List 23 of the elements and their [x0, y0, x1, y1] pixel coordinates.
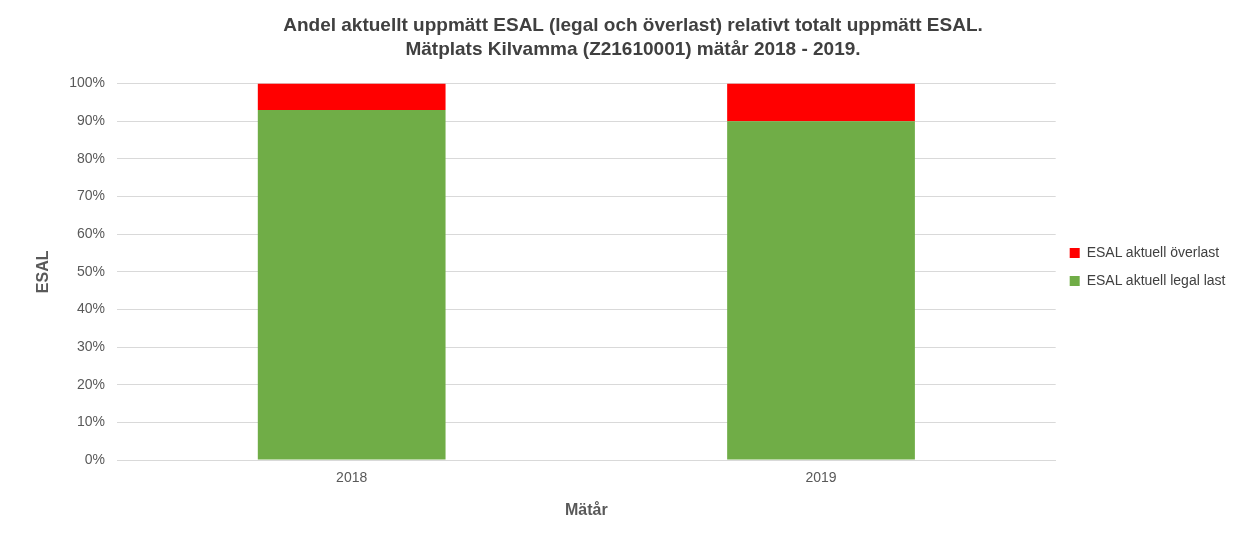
x-axis-title: Mätår: [565, 500, 608, 518]
legend-label: ESAL aktuell överlast: [1086, 243, 1220, 260]
y-tick-label: 90%: [76, 112, 106, 129]
y-tick-label: 10%: [76, 413, 106, 430]
y-tick-label: 100%: [69, 74, 106, 91]
chart-subtitle: Mätplats Kilvamma (Z21610001) mätår 2018 - 2019.: [405, 38, 861, 60]
bar: [727, 121, 915, 460]
y-tick-label: 20%: [76, 375, 106, 392]
y-tick-label: 60%: [76, 225, 106, 242]
y-tick-label: 80%: [76, 149, 106, 166]
y-tick-label: 0%: [84, 450, 106, 467]
bar: [257, 109, 446, 460]
y-tick-label: 50%: [76, 262, 106, 279]
y-tick-label: 30%: [76, 337, 106, 354]
bar: [727, 83, 915, 122]
chart-title: Andel aktuellt uppmätt ESAL (legal och överlast) relativt totalt uppmätt ESAL.: [283, 13, 983, 35]
x-tick-label: 2018: [336, 469, 368, 486]
y-tick-label: 70%: [76, 187, 106, 204]
bar: [257, 83, 446, 110]
y-axis-title: ESAL: [34, 250, 52, 294]
x-tick-label: 2019: [805, 469, 837, 486]
legend-label: ESAL aktuell legal last: [1086, 271, 1226, 288]
y-tick-label: 40%: [76, 300, 106, 317]
